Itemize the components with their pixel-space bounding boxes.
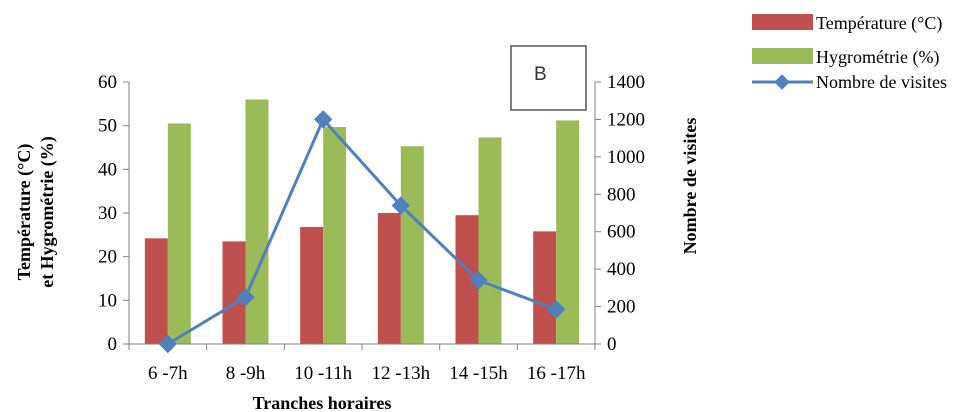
- legend-item-temperature: Température (°C): [752, 13, 942, 34]
- x-tick-label: 8 -9h: [226, 363, 266, 384]
- visites-point-1: [236, 288, 255, 307]
- bar-temperature-0: [144, 238, 168, 344]
- bar-hygrometrie-4: [478, 137, 502, 344]
- y-left-tick-label: 60: [98, 72, 117, 93]
- line-layer: [158, 110, 566, 354]
- bar-hygrometrie-2: [323, 126, 347, 344]
- legend: Température (°C) Hygrométrie (%) Nombre …: [752, 13, 947, 92]
- y-right-tick-label: 1000: [607, 147, 645, 168]
- y-right-tick-label: 1200: [607, 109, 645, 130]
- x-tick-label: 16 -17h: [527, 363, 586, 384]
- y-left-tick-label: 10: [98, 290, 117, 311]
- bar-temperature-4: [455, 215, 479, 344]
- legend-label-hygrometrie: Hygrométrie (%): [816, 47, 939, 68]
- bar-hygrometrie-0: [167, 123, 191, 344]
- visites-point-2: [313, 110, 333, 129]
- visites-point-5: [546, 300, 566, 319]
- y-left-tick-label: 0: [108, 334, 118, 355]
- y-left-tick-label: 30: [98, 203, 117, 224]
- y-axis-right-title: Nombre de visites: [680, 118, 700, 255]
- x-tick-label: 12 -13h: [372, 363, 431, 384]
- panel-label: B: [534, 64, 547, 85]
- legend-item-visites: Nombre de visites: [752, 72, 947, 92]
- y-right-tick-label: 0: [607, 334, 617, 355]
- legend-swatch-temperature: [752, 14, 813, 30]
- y-right-tick-label: 400: [607, 259, 636, 280]
- panel-label-frame: [510, 45, 587, 111]
- x-tick-label: 14 -15h: [449, 363, 508, 384]
- bar-temperature-3: [377, 213, 401, 344]
- legend-marker-visites: [774, 74, 790, 90]
- axes-layer: 010203040506002004006008001000120014006 …: [98, 72, 645, 384]
- visites-point-3: [391, 196, 411, 215]
- y-axis-left-title-line1: Température (°C): [14, 144, 35, 281]
- x-tick-label: 10 -11h: [294, 363, 352, 384]
- bars-layer: [144, 99, 580, 344]
- bar-temperature-5: [533, 231, 557, 344]
- visites-line: [167, 116, 557, 346]
- y-right-tick-label: 1400: [607, 72, 645, 93]
- y-left-tick-label: 40: [98, 159, 117, 180]
- bar-hygrometrie-5: [556, 120, 580, 344]
- legend-label-temperature: Température (°C): [816, 13, 942, 34]
- panel-label-box: B: [510, 45, 587, 111]
- x-axis-title: Tranches horaires: [253, 393, 392, 412]
- bar-temperature-2: [300, 226, 324, 344]
- x-tick-label: 6 -7h: [148, 363, 188, 384]
- visites-point-4: [469, 271, 488, 290]
- legend-label-visites: Nombre de visites: [816, 72, 947, 92]
- bar-hygrometrie-1: [245, 99, 269, 344]
- bar-temperature-1: [222, 241, 246, 344]
- y-axis-left-title-line2: et Hygrométrie (%): [37, 136, 58, 288]
- bar-hygrometrie-3: [400, 146, 424, 344]
- y-left-tick-label: 50: [98, 116, 117, 137]
- visites-point-0: [158, 334, 178, 354]
- y-left-tick-label: 20: [98, 247, 117, 268]
- y-right-tick-label: 600: [607, 222, 636, 243]
- legend-item-hygrometrie: Hygrométrie (%): [752, 47, 939, 68]
- y-right-tick-label: 800: [607, 184, 636, 205]
- legend-swatch-hygrometrie: [752, 48, 813, 64]
- y-right-tick-label: 200: [607, 297, 636, 318]
